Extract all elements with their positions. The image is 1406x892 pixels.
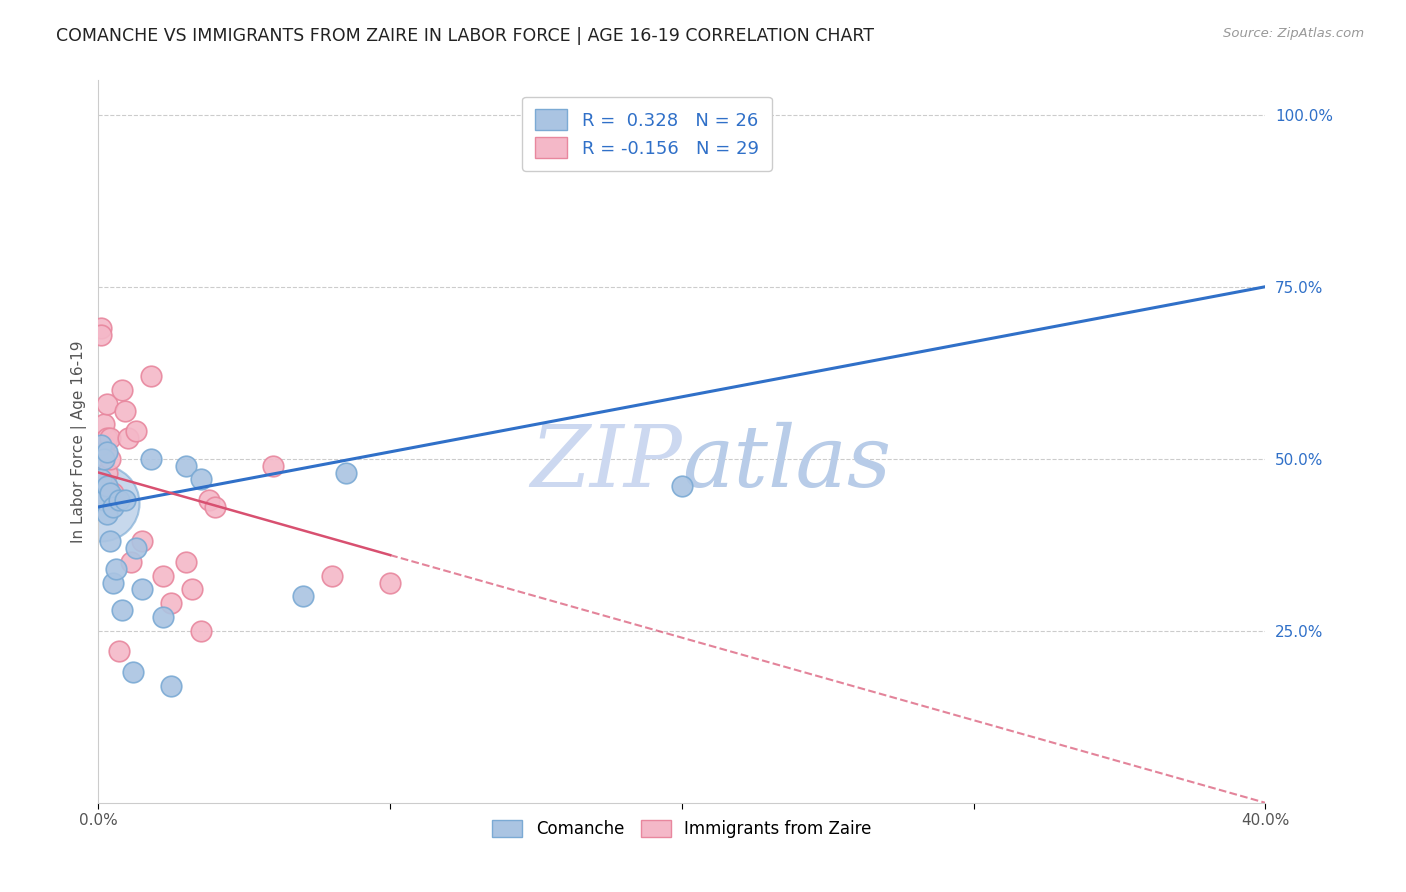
- Point: [335, 466, 357, 480]
- Point: [98, 534, 121, 549]
- Point: [101, 575, 124, 590]
- Point: [262, 458, 284, 473]
- Point: [90, 496, 112, 510]
- Point: [101, 500, 124, 514]
- Point: [321, 568, 343, 582]
- Point: [174, 458, 197, 473]
- Point: [291, 590, 314, 604]
- Point: [190, 624, 212, 638]
- Point: [108, 644, 131, 658]
- Point: [180, 582, 202, 597]
- Point: [139, 451, 162, 466]
- Point: [96, 507, 118, 521]
- Point: [190, 472, 212, 486]
- Point: [114, 403, 136, 417]
- Point: [114, 493, 136, 508]
- Point: [198, 493, 221, 508]
- Point: [104, 493, 127, 508]
- Point: [125, 424, 148, 438]
- Point: [160, 679, 183, 693]
- Point: [125, 541, 148, 556]
- Text: COMANCHE VS IMMIGRANTS FROM ZAIRE IN LABOR FORCE | AGE 16-19 CORRELATION CHART: COMANCHE VS IMMIGRANTS FROM ZAIRE IN LAB…: [56, 27, 875, 45]
- Point: [96, 466, 118, 480]
- Point: [104, 562, 127, 576]
- Point: [93, 417, 115, 432]
- Legend: Comanche, Immigrants from Zaire: Comanche, Immigrants from Zaire: [485, 814, 879, 845]
- Point: [96, 479, 118, 493]
- Text: atlas: atlas: [682, 422, 891, 505]
- Point: [131, 534, 153, 549]
- Point: [131, 582, 153, 597]
- Point: [152, 568, 174, 582]
- Point: [98, 486, 121, 500]
- Point: [111, 383, 134, 397]
- Point: [111, 603, 134, 617]
- Point: [160, 596, 183, 610]
- Point: [204, 500, 226, 514]
- Point: [174, 555, 197, 569]
- Point: [139, 369, 162, 384]
- Point: [93, 493, 115, 508]
- Point: [90, 327, 112, 342]
- Point: [96, 445, 118, 459]
- Y-axis label: In Labor Force | Age 16-19: In Labor Force | Age 16-19: [72, 340, 87, 543]
- Point: [152, 610, 174, 624]
- Point: [117, 431, 139, 445]
- Point: [98, 451, 121, 466]
- Point: [108, 493, 131, 508]
- Point: [90, 438, 112, 452]
- Point: [96, 431, 118, 445]
- Point: [93, 438, 115, 452]
- Point: [101, 486, 124, 500]
- Point: [380, 575, 402, 590]
- Text: Source: ZipAtlas.com: Source: ZipAtlas.com: [1223, 27, 1364, 40]
- Point: [671, 479, 693, 493]
- Point: [120, 555, 142, 569]
- Point: [122, 665, 145, 679]
- Point: [98, 431, 121, 445]
- Point: [90, 472, 112, 486]
- Point: [96, 397, 118, 411]
- Point: [90, 321, 112, 335]
- Text: ZIP: ZIP: [530, 422, 682, 505]
- Point: [93, 451, 115, 466]
